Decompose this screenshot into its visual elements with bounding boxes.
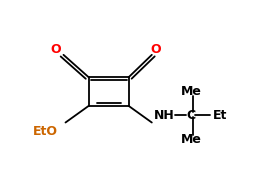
Text: O: O <box>50 43 61 56</box>
Text: O: O <box>150 43 161 56</box>
Text: C: C <box>186 109 196 122</box>
Text: Me: Me <box>181 133 202 146</box>
Text: Me: Me <box>181 85 202 98</box>
Text: EtO: EtO <box>33 125 58 138</box>
Text: NH: NH <box>154 109 174 122</box>
Text: Et: Et <box>213 109 227 122</box>
